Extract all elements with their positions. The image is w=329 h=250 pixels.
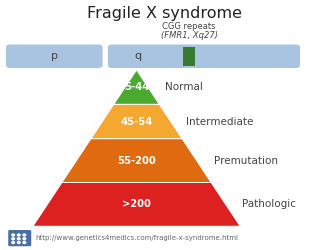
Circle shape <box>17 234 20 236</box>
Text: Intermediate: Intermediate <box>187 116 254 126</box>
Text: Pathologic: Pathologic <box>241 200 295 209</box>
Polygon shape <box>62 139 211 182</box>
Text: >200: >200 <box>122 200 151 209</box>
Text: Premutation: Premutation <box>214 156 278 166</box>
Circle shape <box>12 238 14 240</box>
Polygon shape <box>114 70 159 104</box>
Text: CGG repeats: CGG repeats <box>163 22 216 31</box>
Text: (FMR1, Xq27): (FMR1, Xq27) <box>161 31 218 40</box>
Circle shape <box>23 238 26 240</box>
Text: 55-200: 55-200 <box>117 156 156 166</box>
FancyBboxPatch shape <box>8 230 31 246</box>
Text: Normal: Normal <box>165 82 203 92</box>
FancyBboxPatch shape <box>6 44 103 68</box>
Circle shape <box>23 234 26 236</box>
Text: 5-44: 5-44 <box>124 82 149 92</box>
Circle shape <box>12 242 14 244</box>
Bar <box>183 47 195 66</box>
Polygon shape <box>33 182 240 226</box>
Circle shape <box>23 242 26 244</box>
Text: q: q <box>135 51 142 61</box>
Circle shape <box>17 238 20 240</box>
Text: http://www.genetics4medics.com/fragile-x-syndrome.html: http://www.genetics4medics.com/fragile-x… <box>36 235 239 241</box>
Polygon shape <box>91 104 182 139</box>
Text: 45-54: 45-54 <box>120 116 153 126</box>
FancyBboxPatch shape <box>108 44 300 68</box>
Circle shape <box>17 242 20 244</box>
Circle shape <box>12 234 14 236</box>
Text: p: p <box>51 51 58 61</box>
Text: Fragile X syndrome: Fragile X syndrome <box>87 6 242 21</box>
